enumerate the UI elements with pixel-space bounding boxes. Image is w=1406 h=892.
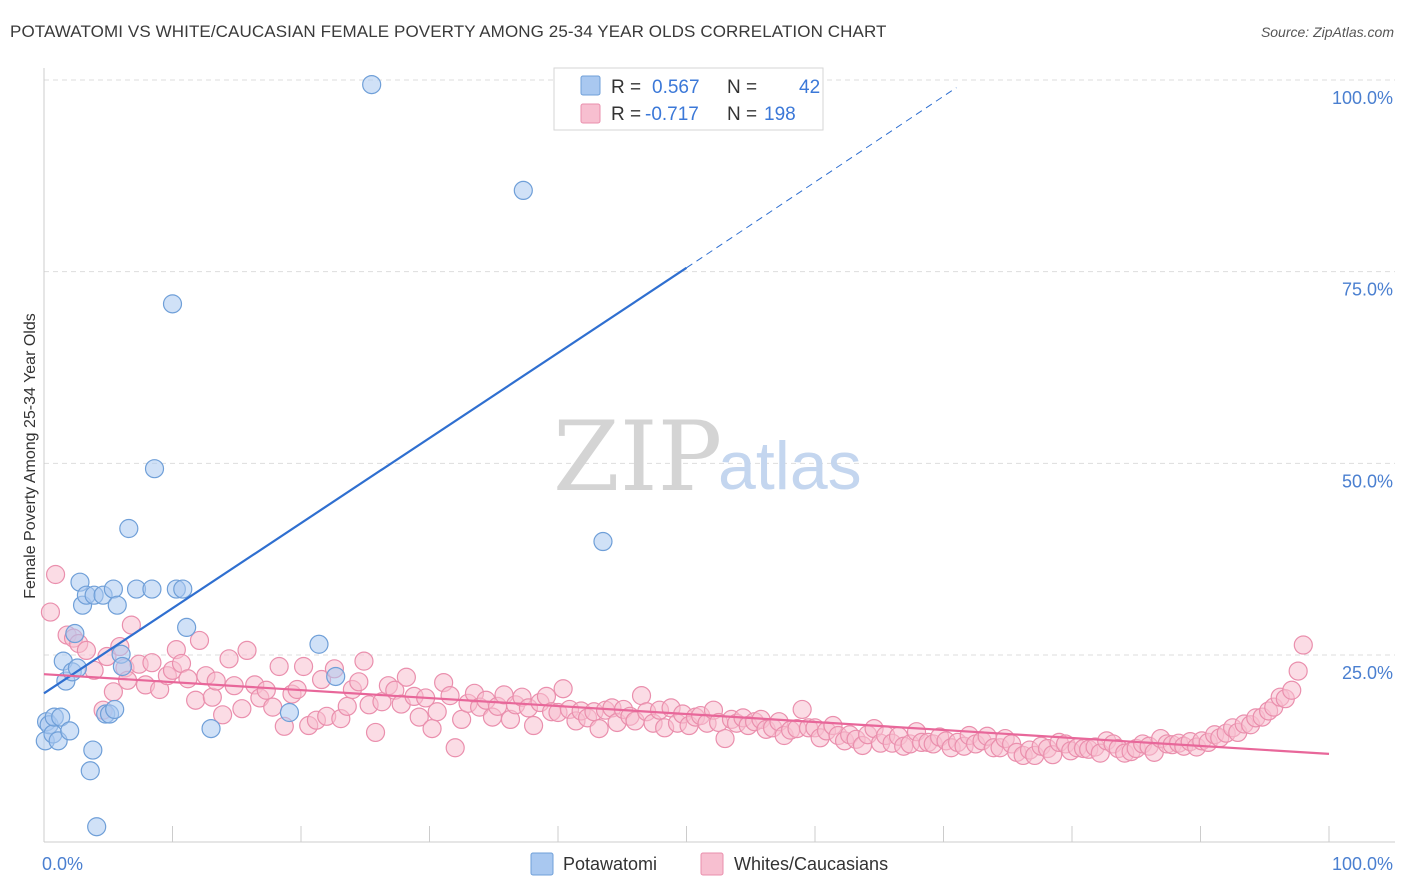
data-point [87,817,107,837]
legend-n-value-1: 42 [799,77,820,98]
data-point [279,702,300,723]
data-point [445,738,465,758]
series-legend: Potawatomi Whites/Caucasians [530,852,888,876]
series-legend-whites-caucasians: Whites/Caucasians [734,854,888,874]
data-point [354,651,374,671]
data-point [1282,680,1302,700]
data-point [269,656,289,677]
data-point [83,740,103,760]
legend-r-label-2: R = [611,104,641,125]
data-point [121,615,141,635]
data-point [256,680,276,700]
data-point [362,74,382,95]
legend-swatch-blue [580,75,601,96]
data-point [173,579,193,599]
legend-swatch-pink [580,103,601,124]
legend-n-label-1: N = [727,77,757,98]
data-point [206,671,226,691]
source-label: Source: ZipAtlas.com [1260,24,1394,40]
data-point [177,617,197,638]
data-point [263,697,283,717]
data-point [65,623,85,644]
data-point [337,696,357,716]
y-tick-label: 100.0% [1332,88,1393,108]
y-tick-label: 75.0% [1342,280,1393,300]
tick-labels: 25.0% 50.0% 75.0% 100.0% 0.0% 100.0% [42,88,1393,874]
y-axis-label: Female Poverty Among 25-34 Year Olds [22,313,39,599]
legend-n-value-2: 198 [764,104,796,125]
data-point [553,679,573,699]
data-point [107,595,127,615]
series-legend-swatch-whites [700,852,724,876]
y-tick-label: 50.0% [1342,471,1393,491]
potawatomi-trend-line [43,266,688,695]
data-point [142,579,162,599]
potawatomi-points [35,74,613,837]
data-point [792,699,812,720]
chart-title: POTAWATOMI VS WHITE/CAUCASIAN FEMALE POV… [10,22,887,41]
data-point [103,579,123,599]
data-point [326,666,346,687]
series-legend-potawatomi: Potawatomi [563,854,657,874]
y-tick-label: 25.0% [1342,663,1393,683]
data-point [144,459,165,479]
data-point [119,518,139,539]
data-point [202,687,222,707]
watermark-zip: ZIP [553,401,722,513]
data-point [186,690,206,710]
data-point [237,640,257,661]
data-point [213,705,233,725]
x-tick-label: 100.0% [1332,854,1393,874]
watermark-atlas: atlas [718,428,862,504]
data-point [631,686,652,706]
data-point [142,653,162,673]
data-point [513,180,533,200]
legend-n-label-2: N = [727,104,757,125]
watermark: ZIP atlas [553,401,862,513]
data-point [396,667,416,687]
data-point [293,656,314,677]
data-point [349,672,369,692]
data-point [112,656,132,677]
data-point [427,702,447,722]
legend-r-value-2: -0.717 [645,104,699,125]
data-point [60,721,80,741]
potawatomi-trend-extension [686,87,957,269]
data-point [105,699,125,720]
data-point [80,761,100,781]
legend-r-value-1: 0.567 [652,77,700,98]
data-point [1288,661,1308,681]
data-point [365,722,386,743]
data-point [440,686,460,706]
data-point [1293,635,1313,655]
data-point [51,707,71,727]
data-point [201,718,221,739]
legend-r-label-1: R = [611,77,641,98]
data-point [162,294,183,314]
stats-legend: R = 0.567 N = 42 R = -0.717 N = 198 [553,67,824,131]
data-point [422,718,442,739]
data-point [409,707,429,727]
data-point [589,718,609,739]
data-point [219,649,239,669]
data-point [76,640,97,661]
whites-caucasians-trend-line [43,673,1330,755]
series-legend-swatch-potawatomi [530,852,554,876]
grid-lines [44,79,1395,656]
data-point [452,709,472,730]
whites-caucasians-points [40,564,1313,766]
data-point [178,669,198,689]
data-point [189,630,210,651]
data-point [715,728,735,749]
x-tick-label: 0.0% [42,854,83,874]
data-point [40,602,61,622]
data-point [45,564,66,585]
data-point [523,715,544,736]
data-point [593,531,613,552]
data-point [232,699,252,719]
data-point [309,634,329,654]
trend-lines [43,87,1330,755]
